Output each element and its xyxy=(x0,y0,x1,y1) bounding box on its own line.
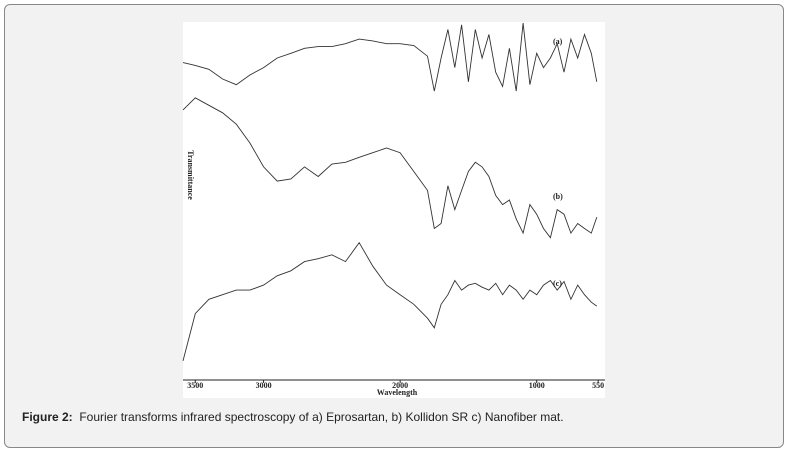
caption: Figure 2: Fourier transforms infrared sp… xyxy=(22,410,564,424)
x-tick-label: 2000 xyxy=(392,381,408,390)
series-label: (b) xyxy=(553,192,563,201)
series-label: (c) xyxy=(553,279,562,288)
x-tick-label: 1000 xyxy=(529,381,545,390)
series-label: (a) xyxy=(553,37,563,46)
x-axis-label: Wavelength xyxy=(377,388,418,397)
y-axis-label: Transmittance xyxy=(186,150,195,200)
x-tick-label: 3500 xyxy=(187,381,203,390)
x-tick-label: 550 xyxy=(592,381,604,390)
caption-text: Fourier transforms infrared spectroscopy… xyxy=(79,410,564,424)
spectrum-line xyxy=(182,97,598,239)
plot-background xyxy=(183,22,605,398)
x-tick-label: 3000 xyxy=(256,381,272,390)
caption-label: Figure 2: xyxy=(22,410,73,424)
spectrum-line xyxy=(182,241,598,362)
spectrum-line xyxy=(182,23,598,92)
